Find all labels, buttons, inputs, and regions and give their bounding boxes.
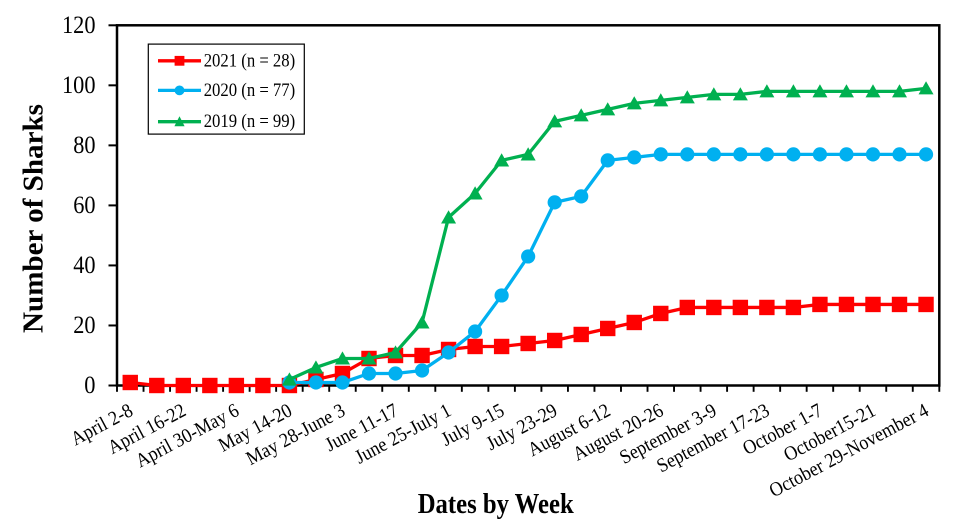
- svg-text:100: 100: [62, 72, 96, 99]
- svg-text:0: 0: [84, 372, 95, 399]
- svg-text:60: 60: [73, 192, 95, 219]
- svg-text:2021 (n = 28): 2021 (n = 28): [204, 50, 296, 71]
- svg-text:20: 20: [73, 312, 95, 339]
- svg-text:40: 40: [73, 252, 95, 279]
- svg-text:Dates by Week: Dates by Week: [418, 488, 575, 520]
- svg-text:120: 120: [62, 12, 96, 39]
- svg-text:2020 (n = 77): 2020 (n = 77): [204, 80, 296, 101]
- svg-text:80: 80: [73, 132, 95, 159]
- svg-text:Number of Sharks: Number of Sharks: [18, 104, 50, 333]
- svg-text:2019 (n = 99): 2019 (n = 99): [204, 111, 296, 132]
